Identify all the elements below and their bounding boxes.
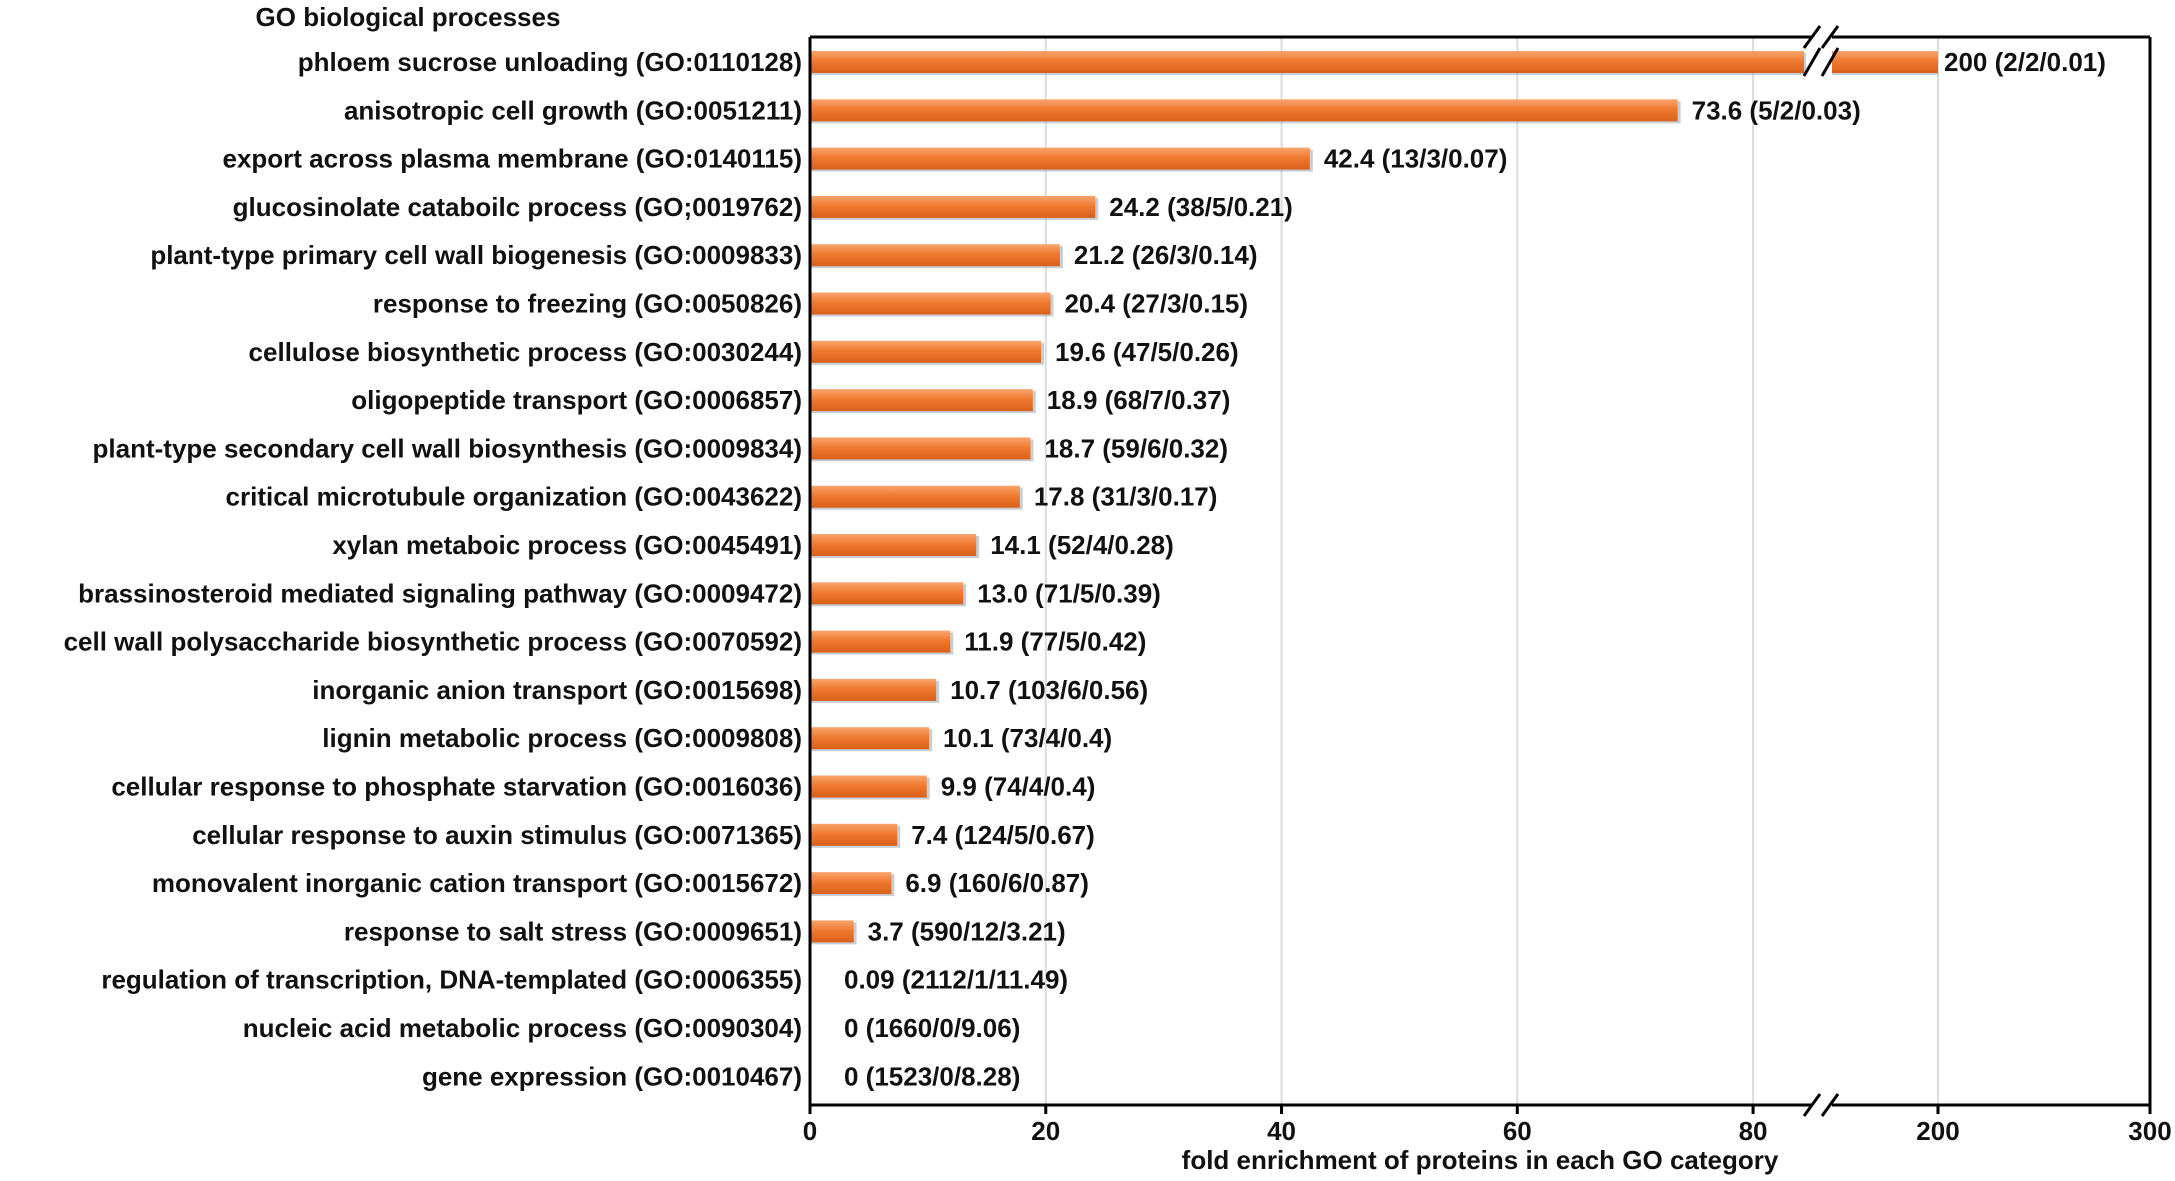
category-label: xylan metaboic process (GO:0045491) xyxy=(332,530,802,560)
data-label: 18.7 (59/6/0.32) xyxy=(1044,433,1228,463)
data-label: 18.9 (68/7/0.37) xyxy=(1047,385,1231,415)
axis-break-mark xyxy=(1802,47,1822,77)
tick-label: 0 xyxy=(803,1116,817,1146)
bar xyxy=(810,99,1678,122)
bar xyxy=(810,920,854,943)
tick-label: 40 xyxy=(1267,1116,1296,1146)
data-label: 17.8 (31/3/0.17) xyxy=(1034,482,1218,512)
data-label: 7.4 (124/5/0.67) xyxy=(911,820,1095,850)
data-label: 73.6 (5/2/0.03) xyxy=(1692,95,1861,125)
data-label: 0.09 (2112/1/11.49) xyxy=(844,965,1068,995)
category-label: response to salt stress (GO:0009651) xyxy=(344,916,802,946)
tick-label: 80 xyxy=(1739,1116,1768,1146)
category-label: oligopeptide transport (GO:0006857) xyxy=(351,385,802,415)
data-label: 6.9 (160/6/0.87) xyxy=(905,868,1089,898)
data-label: 21.2 (26/3/0.14) xyxy=(1074,240,1258,270)
bar xyxy=(810,51,1804,73)
x-axis-ticks: 0 20 40 60 80 200 300 xyxy=(803,1105,2172,1146)
category-label: plant-type secondary cell wall biosynthe… xyxy=(93,433,802,463)
bar xyxy=(810,340,1042,363)
category-label: glucosinolate cataboilc process (GO;0019… xyxy=(233,192,802,222)
tick-label: 20 xyxy=(1031,1116,1060,1146)
tick-label: 60 xyxy=(1503,1116,1532,1146)
data-label: 19.6 (47/5/0.26) xyxy=(1055,337,1239,367)
category-label: cellulose biosynthetic process (GO:00302… xyxy=(249,337,802,367)
bar xyxy=(810,485,1020,508)
data-label: 10.7 (103/6/0.56) xyxy=(950,675,1148,705)
category-label: regulation of transcription, DNA-templat… xyxy=(101,965,802,995)
category-label: plant-type primary cell wall biogenesis … xyxy=(150,240,802,270)
data-label: 3.7 (590/12/3.21) xyxy=(868,916,1066,946)
category-label: inorganic anion transport (GO:0015698) xyxy=(312,675,802,705)
bar xyxy=(810,582,964,605)
grid-lines xyxy=(1044,37,1939,1105)
bars xyxy=(810,51,1938,945)
axis-break-mark xyxy=(1820,47,1840,77)
category-label: nucleic acid metabolic process (GO:00903… xyxy=(243,1013,802,1043)
bar xyxy=(810,727,930,750)
bar xyxy=(810,292,1051,315)
axis-break-mark xyxy=(1802,1093,1822,1117)
bar xyxy=(810,389,1033,412)
category-label: phloem sucrose unloading (GO:0110128) xyxy=(298,47,802,77)
bar xyxy=(810,775,927,798)
axis-break-mark xyxy=(1820,25,1840,49)
data-label: 0 (1660/0/9.06) xyxy=(844,1013,1020,1043)
data-labels: 200 (2/2/0.01) 73.6 (5/2/0.03) 42.4 (13/3/… xyxy=(844,47,2106,1091)
category-label: response to freezing (GO:0050826) xyxy=(373,289,802,319)
bar xyxy=(810,195,1096,218)
data-label: 42.4 (13/3/0.07) xyxy=(1324,144,1508,174)
category-label: brassinosteroid mediated signaling pathw… xyxy=(78,578,802,608)
data-label: 0 (1523/0/8.28) xyxy=(844,1061,1020,1091)
category-label: anisotropic cell growth (GO:0051211) xyxy=(344,95,802,125)
category-labels: phloem sucrose unloading (GO:0110128) ani… xyxy=(64,47,802,1091)
tick-label: 200 xyxy=(1916,1116,1959,1146)
category-label: critical microtubule organization (GO:00… xyxy=(226,482,802,512)
category-label: cellular response to phosphate starvatio… xyxy=(111,772,802,802)
axis-break-mark xyxy=(1802,25,1822,49)
x-axis-title: fold enrichment of proteins in each GO c… xyxy=(1182,1145,1779,1175)
category-label: cell wall polysaccharide biosynthetic pr… xyxy=(64,627,802,657)
axis-break-mark xyxy=(1820,1093,1840,1117)
data-label: 20.4 (27/3/0.15) xyxy=(1064,289,1248,319)
data-label: 11.9 (77/5/0.42) xyxy=(964,627,1146,657)
chart-title: GO biological processes xyxy=(256,2,561,32)
bar xyxy=(810,678,937,701)
bar xyxy=(810,823,898,846)
data-label: 200 (2/2/0.01) xyxy=(1944,47,2106,77)
bar xyxy=(810,147,1310,170)
data-label: 14.1 (52/4/0.28) xyxy=(990,530,1174,560)
bar xyxy=(810,534,977,556)
bar xyxy=(810,630,951,653)
data-label: 10.1 (73/4/0.4) xyxy=(943,723,1112,753)
category-label: monovalent inorganic cation transport (G… xyxy=(152,868,802,898)
category-label: gene expression (GO:0010467) xyxy=(422,1061,802,1091)
bar xyxy=(1832,51,1938,73)
plot-frame xyxy=(808,25,2152,1117)
data-label: 13.0 (71/5/0.39) xyxy=(977,578,1161,608)
tick-label: 300 xyxy=(2128,1116,2171,1146)
category-label: lignin metabolic process (GO:0009808) xyxy=(322,723,802,753)
category-label: cellular response to auxin stimulus (GO:… xyxy=(192,820,802,850)
category-label: export across plasma membrane (GO:014011… xyxy=(222,144,802,174)
bar xyxy=(810,872,892,895)
bar xyxy=(810,244,1060,267)
data-label: 24.2 (38/5/0.21) xyxy=(1109,192,1293,222)
bar xyxy=(810,437,1031,460)
data-label: 9.9 (74/4/0.4) xyxy=(941,772,1096,802)
